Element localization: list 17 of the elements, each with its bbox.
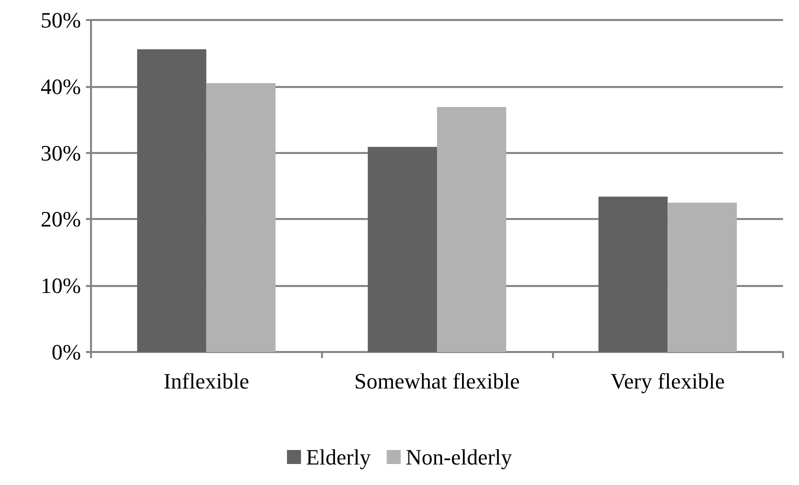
y-tick-label: 10%: [40, 273, 81, 298]
bar: [668, 202, 737, 352]
y-tick-label: 30%: [40, 140, 81, 166]
bar: [206, 83, 276, 352]
y-tick-label: 0%: [52, 340, 81, 364]
y-tick-label: 40%: [40, 74, 81, 99]
bar: [137, 49, 206, 352]
x-tick-label: Very flexible: [610, 368, 725, 394]
x-tick-label: Somewhat flexible: [354, 368, 520, 394]
legend-label: Non-elderly: [406, 444, 512, 470]
bar: [368, 146, 437, 352]
y-tick-label: 50%: [40, 8, 81, 32]
x-tick-label: Inflexible: [164, 368, 250, 394]
bar: [437, 106, 506, 352]
bar: [598, 196, 668, 352]
legend-label: Elderly: [306, 444, 371, 470]
y-tick-label: 20%: [40, 206, 81, 232]
